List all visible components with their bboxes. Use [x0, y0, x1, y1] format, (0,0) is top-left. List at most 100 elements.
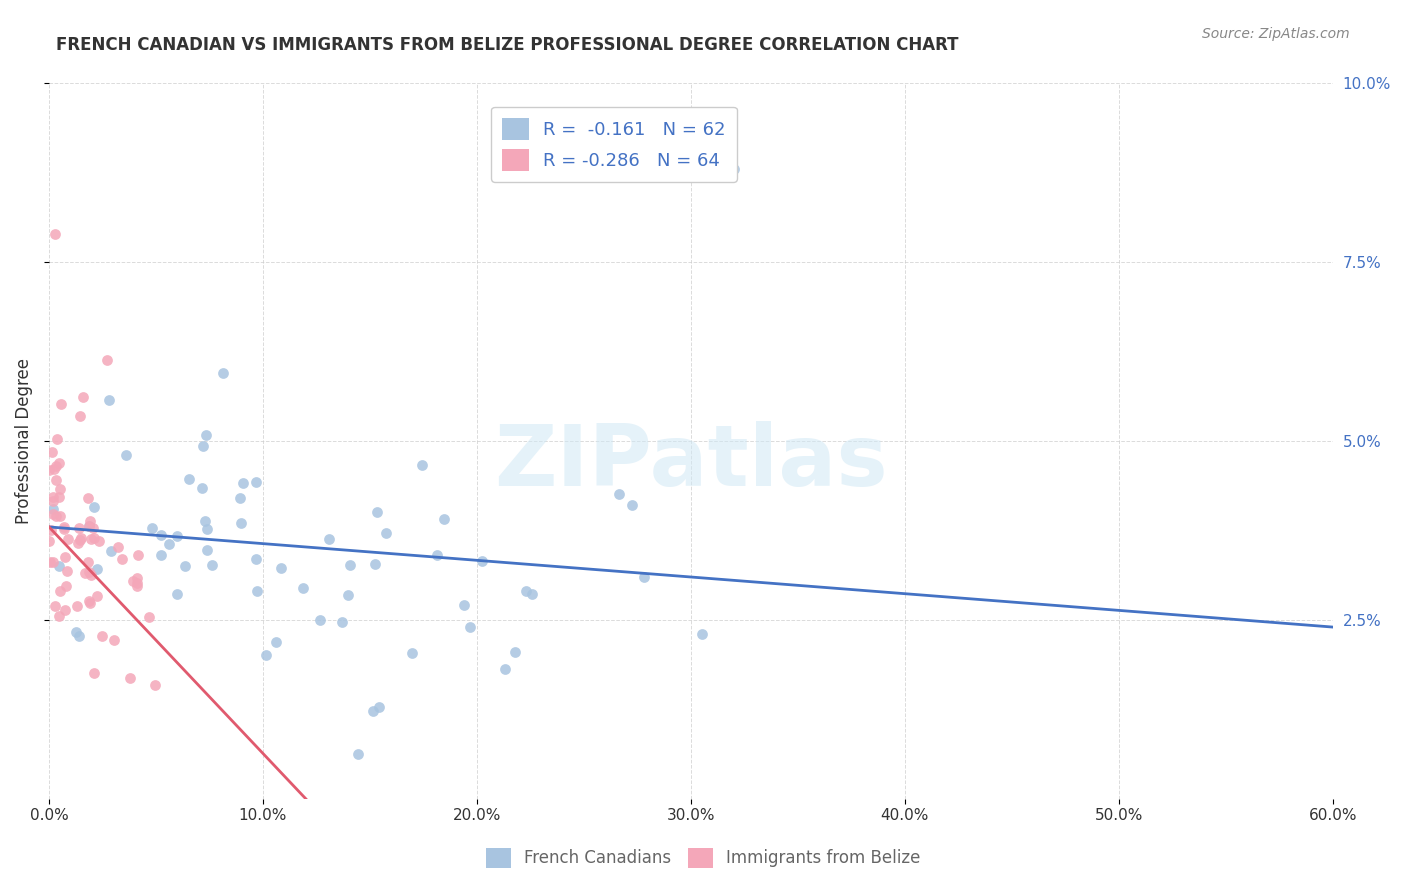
Point — [503, 645, 526, 659]
Point — [79, 532, 101, 546]
Point — [246, 583, 269, 598]
Point — [48, 609, 70, 624]
Point — [411, 458, 433, 472]
Text: Source: ZipAtlas.com: Source: ZipAtlas.com — [1202, 27, 1350, 41]
Point — [166, 529, 188, 543]
Point — [426, 548, 449, 562]
Point — [42, 501, 65, 516]
Point — [195, 542, 218, 557]
Point — [79, 514, 101, 528]
Point — [82, 521, 104, 535]
Point — [520, 587, 543, 601]
Point — [127, 548, 149, 562]
Point — [458, 620, 481, 634]
Point — [609, 487, 631, 501]
Point — [200, 558, 222, 572]
Point — [79, 594, 101, 608]
Point — [38, 462, 60, 476]
Point — [174, 558, 197, 573]
Point — [42, 462, 65, 476]
Point — [433, 512, 456, 526]
Point — [141, 520, 163, 534]
Point — [318, 533, 340, 547]
Point — [44, 227, 66, 241]
Point — [52, 522, 75, 536]
Point — [166, 586, 188, 600]
Point — [86, 562, 108, 576]
Point — [83, 665, 105, 680]
Point — [55, 564, 77, 578]
Point — [48, 456, 70, 470]
Point — [125, 579, 148, 593]
Point — [361, 704, 384, 718]
Point — [38, 556, 60, 570]
Point — [77, 518, 100, 533]
Y-axis label: Professional Degree: Professional Degree — [15, 358, 32, 524]
Point — [48, 583, 70, 598]
Point — [245, 475, 267, 489]
Point — [45, 432, 67, 446]
Point — [339, 558, 361, 573]
Point — [375, 526, 398, 541]
Point — [69, 533, 91, 548]
Point — [122, 574, 145, 589]
Point — [103, 632, 125, 647]
Point — [368, 699, 391, 714]
Point — [212, 366, 235, 380]
Point — [39, 523, 62, 537]
Point — [53, 519, 76, 533]
Point — [96, 353, 118, 368]
Point — [97, 392, 120, 407]
Point — [53, 549, 76, 564]
Legend: R =  -0.161   N = 62, R = -0.286   N = 64: R = -0.161 N = 62, R = -0.286 N = 64 — [491, 107, 737, 182]
Point — [53, 603, 76, 617]
Point — [73, 566, 96, 580]
Point — [228, 491, 250, 505]
Point — [515, 583, 537, 598]
Text: ZIPatlas: ZIPatlas — [494, 421, 887, 504]
Point — [44, 599, 66, 613]
Point — [194, 514, 217, 528]
Point — [346, 747, 368, 761]
Point — [41, 444, 63, 458]
Point — [67, 628, 90, 642]
Point — [69, 409, 91, 423]
Point — [76, 491, 98, 505]
Point — [149, 548, 172, 562]
Point — [48, 490, 70, 504]
Point — [270, 561, 292, 575]
Point — [195, 428, 218, 442]
Point — [195, 522, 218, 536]
Point — [80, 568, 103, 582]
Point — [48, 482, 70, 496]
Point — [264, 634, 287, 648]
Point — [633, 570, 655, 584]
Point — [70, 531, 93, 545]
Point — [118, 672, 141, 686]
Point — [111, 552, 134, 566]
Point — [125, 576, 148, 591]
Point — [143, 678, 166, 692]
Point — [42, 490, 65, 504]
Point — [453, 598, 475, 612]
Point — [332, 615, 354, 629]
Point — [79, 596, 101, 610]
Point — [232, 475, 254, 490]
Point — [38, 533, 60, 548]
Point — [49, 397, 72, 411]
Point — [87, 534, 110, 549]
Text: FRENCH CANADIAN VS IMMIGRANTS FROM BELIZE PROFESSIONAL DEGREE CORRELATION CHART: FRENCH CANADIAN VS IMMIGRANTS FROM BELIZ… — [56, 36, 959, 54]
Point — [107, 540, 129, 554]
Point — [42, 508, 65, 522]
Point — [77, 565, 100, 579]
Point — [115, 448, 138, 462]
Point — [366, 505, 388, 519]
Point — [42, 555, 65, 569]
Point — [77, 519, 100, 533]
Point — [190, 481, 212, 495]
Point — [45, 508, 67, 523]
Point — [72, 390, 94, 404]
Point — [67, 521, 90, 535]
Point — [309, 613, 332, 627]
Point — [401, 646, 423, 660]
